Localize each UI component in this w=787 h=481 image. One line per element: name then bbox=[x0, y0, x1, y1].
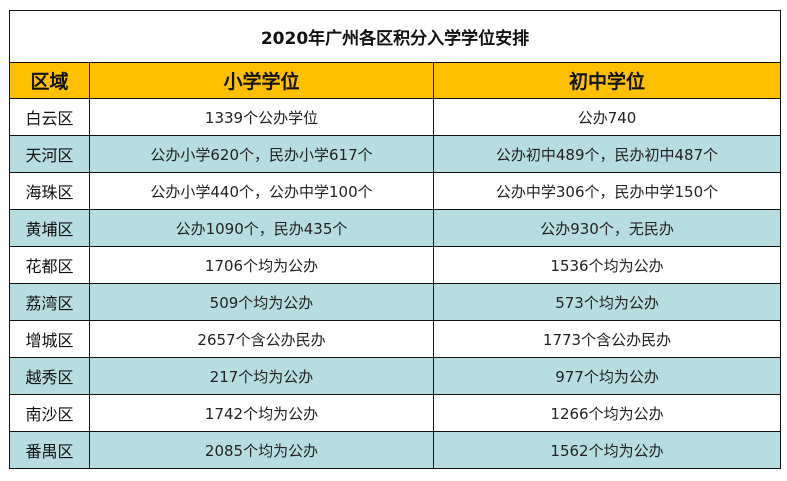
header-row: 区域 小学学位 初中学位 bbox=[9, 62, 782, 99]
primary-cell: 1706个均为公办 bbox=[89, 246, 434, 284]
junior-cell: 公办740 bbox=[432, 98, 782, 136]
junior-cell: 573个均为公办 bbox=[432, 283, 782, 321]
table-row: 天河区 公办小学620个，民办小学617个 公办初中489个，民办初中487个 bbox=[9, 135, 782, 173]
district-cell: 海珠区 bbox=[9, 172, 90, 210]
primary-cell: 公办小学440个，公办中学100个 bbox=[89, 172, 434, 210]
district-cell: 越秀区 bbox=[9, 357, 90, 395]
primary-cell: 1742个均为公办 bbox=[89, 394, 434, 432]
table-title: 2020年广州各区积分入学学位安排 bbox=[8, 10, 782, 63]
junior-cell: 1266个均为公办 bbox=[432, 394, 782, 432]
district-cell: 南沙区 bbox=[9, 394, 90, 432]
district-cell: 番禺区 bbox=[9, 431, 90, 469]
district-cell: 荔湾区 bbox=[9, 283, 90, 321]
primary-cell: 1339个公办学位 bbox=[89, 98, 434, 136]
table-row: 增城区 2657个含公办民办 1773个含公办民办 bbox=[9, 320, 782, 358]
junior-cell: 公办中学306个，民办中学150个 bbox=[432, 172, 782, 210]
table-row: 越秀区 217个均为公办 977个均为公办 bbox=[9, 357, 782, 395]
district-cell: 黄埔区 bbox=[9, 209, 90, 247]
header-primary: 小学学位 bbox=[89, 62, 434, 99]
district-cell: 天河区 bbox=[9, 135, 90, 173]
admission-table: 2020年广州各区积分入学学位安排 区域 小学学位 初中学位 白云区 1339个公… bbox=[8, 10, 782, 469]
junior-cell: 公办初中489个，民办初中487个 bbox=[432, 135, 782, 173]
table-row: 白云区 1339个公办学位 公办740 bbox=[9, 98, 782, 136]
junior-cell: 977个均为公办 bbox=[432, 357, 782, 395]
primary-cell: 2657个含公办民办 bbox=[89, 320, 434, 358]
district-cell: 增城区 bbox=[9, 320, 90, 358]
table-row: 番禺区 2085个均为公办 1562个均为公办 bbox=[9, 431, 782, 469]
table-row: 黄埔区 公办1090个，民办435个 公办930个，无民办 bbox=[9, 209, 782, 247]
header-district: 区域 bbox=[9, 62, 90, 99]
junior-cell: 1562个均为公办 bbox=[432, 431, 782, 469]
primary-cell: 公办小学620个，民办小学617个 bbox=[89, 135, 434, 173]
title-row: 2020年广州各区积分入学学位安排 bbox=[8, 10, 782, 63]
table-row: 海珠区 公办小学440个，公办中学100个 公办中学306个，民办中学150个 bbox=[9, 172, 782, 210]
primary-cell: 509个均为公办 bbox=[89, 283, 434, 321]
primary-cell: 2085个均为公办 bbox=[89, 431, 434, 469]
primary-cell: 公办1090个，民办435个 bbox=[89, 209, 434, 247]
district-cell: 白云区 bbox=[9, 98, 90, 136]
junior-cell: 1536个均为公办 bbox=[432, 246, 782, 284]
table-row: 南沙区 1742个均为公办 1266个均为公办 bbox=[9, 394, 782, 432]
header-junior: 初中学位 bbox=[432, 62, 782, 99]
primary-cell: 217个均为公办 bbox=[89, 357, 434, 395]
table-row: 花都区 1706个均为公办 1536个均为公办 bbox=[9, 246, 782, 284]
junior-cell: 公办930个，无民办 bbox=[432, 209, 782, 247]
table-row: 荔湾区 509个均为公办 573个均为公办 bbox=[9, 283, 782, 321]
junior-cell: 1773个含公办民办 bbox=[432, 320, 782, 358]
district-cell: 花都区 bbox=[9, 246, 90, 284]
